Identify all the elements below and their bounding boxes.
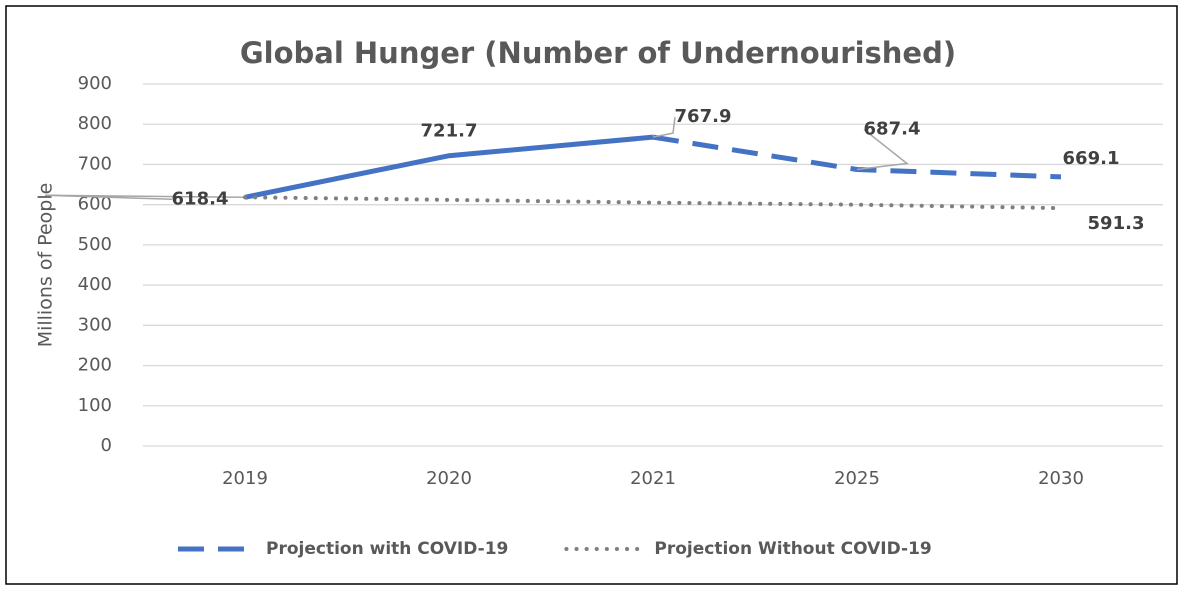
y-tick-label: 800	[78, 113, 112, 134]
y-tick-label: 0	[101, 435, 112, 456]
y-tick-label: 300	[78, 314, 112, 335]
x-tick-label: 2021	[630, 468, 676, 489]
data-label: 591.3	[1088, 213, 1145, 234]
x-tick-label: 2019	[222, 468, 268, 489]
y-axis-label: Millions of People	[35, 183, 57, 348]
data-label: 687.4	[864, 119, 921, 140]
data-label: 721.7	[421, 121, 478, 142]
leader-line	[44, 194, 246, 201]
y-tick-label: 700	[78, 153, 112, 174]
x-tick-label: 2025	[834, 468, 880, 489]
leader-line	[856, 128, 909, 171]
legend-label: Projection Without COVID-19	[654, 539, 931, 559]
y-tick-label: 500	[78, 234, 112, 255]
chart-border	[5, 5, 1178, 585]
legend-label: Projection with COVID-19	[266, 539, 508, 559]
y-tick-label: 400	[78, 274, 112, 295]
x-tick-label: 2020	[426, 468, 472, 489]
x-tick-label: 2030	[1038, 468, 1084, 489]
data-label: 767.9	[675, 106, 732, 127]
chart-title: Global Hunger (Number of Undernourished)	[240, 36, 956, 70]
data-label: 669.1	[1063, 148, 1120, 169]
y-tick-label: 900	[78, 73, 112, 94]
data-label: 618.4	[172, 188, 229, 209]
y-tick-label: 600	[78, 194, 112, 215]
series-line	[244, 134, 654, 200]
leader-line	[652, 117, 676, 138]
y-tick-label: 100	[78, 395, 112, 416]
y-tick-label: 200	[78, 355, 112, 376]
